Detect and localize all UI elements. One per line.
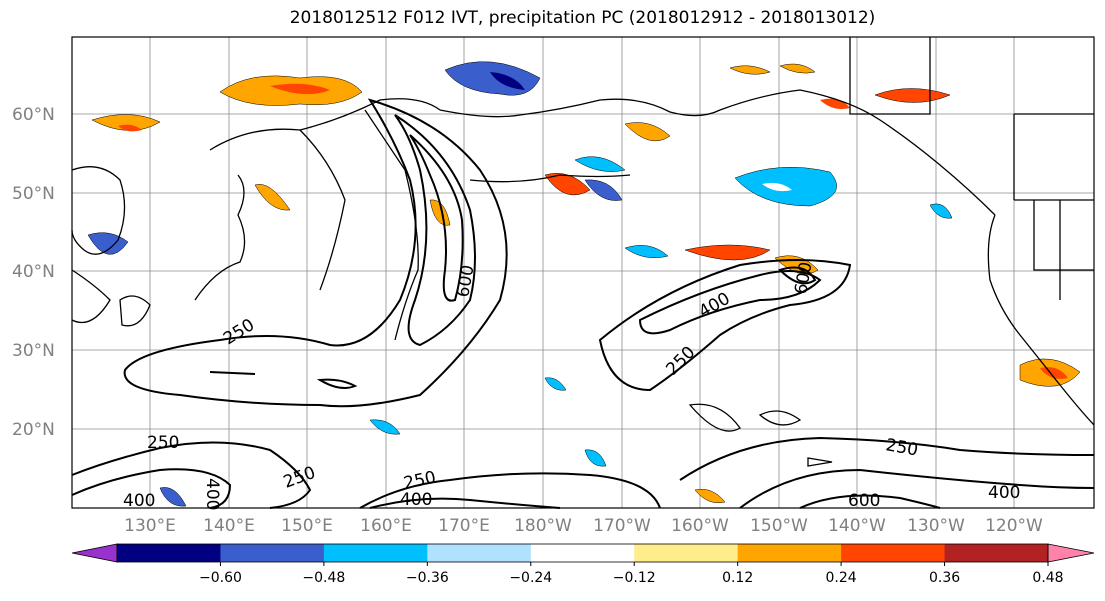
- precip-patch-pos: [820, 98, 850, 109]
- colorbar-segment: [841, 544, 946, 562]
- precip-patch-pos: [429, 199, 451, 226]
- map-frame: [71, 36, 1095, 509]
- lon-label: 160°W: [671, 516, 729, 536]
- colorbar-segment: [427, 544, 532, 562]
- precip-patch-pos: [254, 184, 291, 211]
- lat-label: 20°N: [12, 420, 55, 440]
- colorbar-segment: [220, 544, 325, 562]
- colorbar-tick-label: 0.12: [722, 570, 753, 586]
- precip-patch-neg: [574, 156, 626, 172]
- lon-label: 130°W: [907, 516, 965, 536]
- ivt-contour-250: [316, 378, 358, 389]
- colorbar-tick-label: −0.24: [509, 570, 552, 586]
- precip-patch-pos: [694, 489, 726, 503]
- latitude-labels: 60°N 50°N 40°N 30°N 20°N: [12, 105, 55, 440]
- precip-patch-neg: [584, 449, 607, 467]
- ivt-contours: [71, 98, 1095, 509]
- colorbar-frame: [116, 543, 1049, 563]
- precip-patch-neg: [87, 232, 129, 255]
- colorbar-extend-low: [71, 543, 118, 563]
- colorbar-tick-label: 0.36: [929, 570, 960, 586]
- ivt-contour-400: [638, 270, 822, 335]
- lat-label: 50°N: [12, 184, 55, 204]
- lon-label: 170°E: [438, 516, 490, 536]
- contour-label: 400: [202, 478, 222, 510]
- precip-patch-pos: [544, 173, 591, 196]
- ivt-contour-400: [739, 468, 1095, 509]
- lon-label: 140°E: [203, 516, 255, 536]
- colorbar-segment: [944, 544, 1049, 562]
- colorbar-tick-label: −0.60: [199, 570, 242, 586]
- precip-patch-neg: [624, 245, 669, 258]
- colorbar-tick-label: 0.48: [1032, 570, 1063, 586]
- contour-label: 400: [988, 483, 1020, 503]
- precip-patch-neg: [490, 72, 525, 90]
- precip-patch-pos: [729, 65, 771, 75]
- contour-label: 400: [123, 491, 155, 511]
- colorbar-extend-high: [1047, 543, 1095, 563]
- precip-patch-pos: [1040, 367, 1068, 379]
- lon-label: 140°W: [828, 516, 886, 536]
- precip-patch-neg: [762, 182, 792, 192]
- precip-patch-neg: [369, 419, 401, 435]
- colorbar-segment: [117, 544, 221, 562]
- precip-patch-neg: [929, 203, 953, 219]
- lon-label: 170°W: [593, 516, 651, 536]
- longitude-labels: 130°E 140°E 150°E 160°E 170°E 180°W 170°…: [124, 516, 1043, 536]
- ivt-contour-250: [71, 441, 312, 509]
- lat-label: 60°N: [12, 105, 55, 125]
- colorbar-tick-label: −0.36: [406, 570, 449, 586]
- colorbar-ticks: −0.60 −0.48 −0.36 −0.24 −0.12 0.12 0.24 0.36 0.4…: [199, 562, 1064, 586]
- precip-patch-pos: [91, 114, 161, 131]
- map-title: 2018012512 F012 IVT, precipitation PC (2…: [289, 8, 876, 28]
- lat-label: 30°N: [12, 341, 55, 361]
- lon-label: 130°E: [124, 516, 176, 536]
- ivt-contour-600: [409, 134, 464, 302]
- colorbar-segment: [323, 544, 428, 562]
- ivt-contour-600: [799, 494, 941, 509]
- ivt-contour-250: [598, 259, 852, 392]
- lon-label: 160°E: [360, 516, 412, 536]
- contour-label: 400: [400, 490, 432, 510]
- precip-patch-pos: [270, 83, 330, 95]
- precip-patch-neg: [159, 487, 187, 507]
- colorbar-segment: [530, 544, 635, 562]
- colorbar-tick-label: −0.48: [302, 570, 345, 586]
- contour-label: 250: [147, 433, 179, 453]
- precip-patch-pos: [779, 63, 816, 74]
- ivt-contour-250: [209, 371, 256, 375]
- ivt-contour-250: [359, 472, 661, 509]
- lon-label: 180°W: [514, 516, 572, 536]
- lon-label: 150°E: [281, 516, 333, 536]
- lon-label: 150°W: [750, 516, 808, 536]
- precip-patch-pos: [118, 124, 142, 132]
- colorbar-segment: [634, 544, 739, 562]
- ivt-contour-250: [679, 436, 1095, 481]
- map-panel: [72, 37, 1094, 508]
- colorbar: [71, 543, 1095, 563]
- ivt-contour-250: [123, 98, 508, 408]
- ivt-contour-400: [394, 114, 476, 347]
- precip-patch-neg: [584, 179, 623, 201]
- colorbar-segment: [737, 544, 842, 562]
- precip-patch-pos: [624, 122, 671, 142]
- ivt-contour-400: [71, 468, 232, 509]
- lon-label: 120°W: [985, 516, 1043, 536]
- precip-patch-pos: [684, 244, 771, 261]
- coastlines: [71, 37, 1095, 467]
- ivt-contour-400: [369, 497, 561, 509]
- precip-patch-pos: [874, 88, 951, 103]
- lat-label: 40°N: [12, 262, 55, 282]
- colorbar-tick-label: 0.24: [826, 570, 857, 586]
- ivt-contour-600: [778, 266, 817, 285]
- contour-label: 600: [848, 491, 880, 511]
- precip-patch-neg: [544, 377, 567, 391]
- colorbar-tick-label: −0.12: [613, 570, 656, 586]
